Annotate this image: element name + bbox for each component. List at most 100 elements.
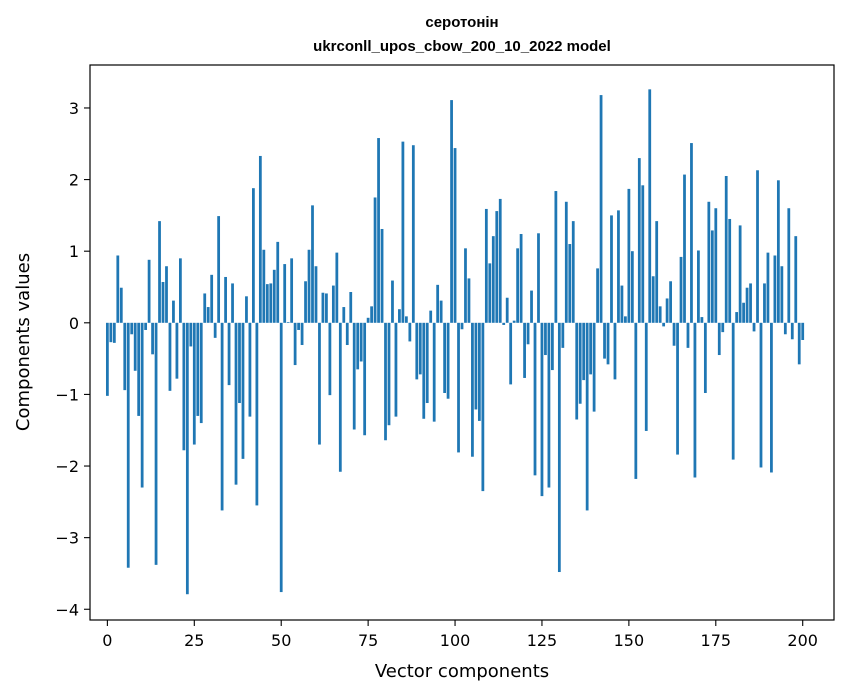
bar-12	[147, 259, 151, 323]
bar-90	[418, 322, 422, 375]
bar-41	[248, 322, 252, 417]
bar-72	[356, 322, 360, 370]
bar-193	[776, 180, 780, 323]
bar-58	[307, 249, 311, 323]
bar-44	[258, 155, 262, 323]
bar-18	[168, 322, 172, 391]
bar-128	[551, 322, 554, 371]
bar-165	[679, 256, 683, 323]
bar-200	[801, 322, 805, 340]
bar-5	[123, 322, 127, 391]
bar-115	[505, 297, 509, 323]
x-tick-label: 150	[614, 631, 645, 650]
bar-96	[439, 300, 443, 323]
bar-2	[112, 322, 116, 343]
bar-81	[387, 322, 391, 426]
bar-171	[700, 317, 704, 323]
bar-42	[252, 188, 255, 323]
bar-39	[241, 322, 245, 459]
bar-14	[154, 322, 158, 565]
bar-189	[763, 283, 766, 323]
bar-8	[133, 322, 137, 371]
bar-106	[474, 322, 478, 410]
bar-62	[321, 292, 325, 323]
bar-138	[585, 322, 589, 511]
bar-65	[331, 285, 335, 323]
bar-79	[380, 228, 384, 323]
bar-185	[749, 283, 752, 323]
bar-43	[255, 322, 259, 506]
bar-143	[603, 322, 606, 359]
bar-97	[443, 322, 447, 393]
bar-195	[783, 322, 787, 335]
bar-19	[172, 300, 175, 323]
bar-93	[429, 310, 433, 323]
bar-37	[234, 322, 238, 485]
bar-40	[245, 296, 248, 323]
bar-1	[109, 322, 113, 343]
bar-102	[460, 322, 464, 330]
bar-67	[338, 322, 342, 472]
bar-101	[457, 322, 460, 453]
bar-75	[366, 317, 370, 323]
bar-98	[446, 322, 450, 399]
x-tick-label: 75	[358, 631, 378, 650]
bar-105	[471, 322, 474, 457]
bar-184	[745, 287, 749, 323]
bar-133	[568, 244, 572, 323]
bar-85	[401, 141, 405, 323]
bar-20	[175, 322, 179, 379]
y-tick-label: 0	[69, 314, 79, 333]
bar-27	[199, 322, 203, 424]
y-axis-label: Components values	[13, 253, 34, 431]
bar-199	[797, 322, 801, 365]
bar-112	[495, 211, 499, 323]
y-axis: 3 2 1 0 −1 −2 −3 −4	[55, 99, 90, 619]
bar-35	[227, 322, 231, 386]
x-axis-label: Vector components	[375, 661, 549, 682]
bar-192	[773, 255, 777, 323]
bar-89	[415, 322, 419, 380]
bar-153	[637, 158, 641, 323]
x-tick-label: 100	[440, 631, 471, 650]
bar-86	[404, 316, 408, 323]
bar-179	[728, 218, 732, 323]
bar-17	[165, 266, 168, 323]
bar-84	[398, 309, 401, 323]
bar-181	[735, 312, 739, 323]
bar-148	[620, 285, 624, 323]
bar-76	[370, 306, 373, 323]
bar-182	[738, 225, 742, 323]
bar-83	[394, 322, 398, 417]
bar-88	[411, 145, 415, 323]
bar-34	[224, 276, 227, 323]
bar-136	[578, 322, 582, 404]
chart-title-line1: серотонін	[425, 14, 498, 31]
bar-4	[119, 287, 123, 323]
bar-124	[537, 233, 540, 323]
bar-21	[179, 258, 182, 323]
bar-48	[272, 269, 276, 323]
chart-title-line2: ukrconll_upos_cbow_200_10_2022 model	[313, 38, 611, 55]
bar-69	[345, 322, 349, 346]
bar-91	[422, 322, 426, 419]
bar-46	[265, 284, 269, 323]
bar-152	[634, 322, 638, 479]
bar-125	[540, 322, 544, 497]
bar-196	[787, 208, 791, 323]
bar-57	[304, 281, 307, 323]
bar-28	[203, 293, 207, 323]
bar-119	[519, 234, 523, 323]
bar-9	[137, 322, 141, 416]
y-tick-label: 1	[69, 242, 79, 261]
bar-22	[182, 322, 186, 451]
bar-38	[238, 322, 241, 404]
bar-series	[105, 89, 805, 595]
bar-132	[564, 201, 568, 323]
bar-172	[703, 322, 707, 393]
bar-174	[710, 230, 714, 323]
bar-118	[516, 248, 520, 323]
bar-144	[606, 322, 610, 365]
bar-198	[794, 236, 798, 323]
bar-180	[731, 322, 735, 460]
